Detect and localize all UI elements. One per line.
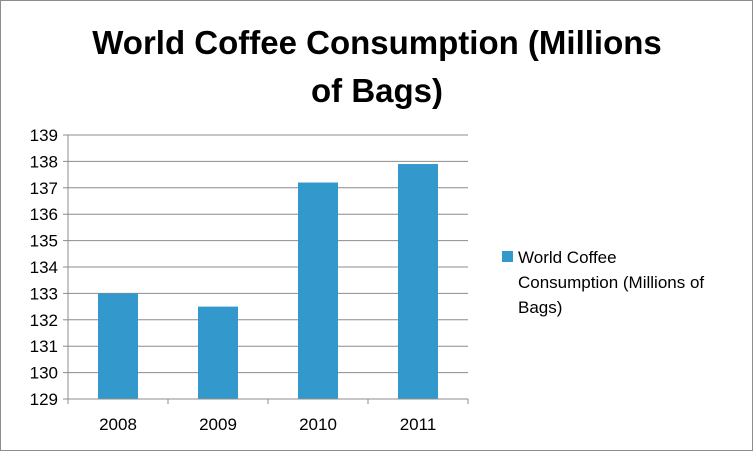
legend-swatch	[502, 251, 513, 262]
y-tick-label: 138	[30, 152, 58, 171]
y-tick-label: 139	[30, 126, 58, 145]
y-tick-label: 133	[30, 284, 58, 303]
bar-2010	[298, 182, 338, 399]
legend-label-line-2: Consumption (Millions of	[518, 273, 704, 292]
y-tick-label: 131	[30, 337, 58, 356]
y-tick-label: 130	[30, 364, 58, 383]
legend-label-line-1: World Coffee	[518, 248, 617, 267]
y-tick-label: 129	[30, 390, 58, 409]
y-tick-label: 134	[30, 258, 58, 277]
chart-title-line-1: World Coffee Consumption (Millions	[92, 24, 662, 61]
y-axis-ticks: 129 130 131 132 133 134 135 136 137 138 139	[30, 126, 68, 409]
y-tick-label: 136	[30, 205, 58, 224]
x-tick-label: 2011	[400, 415, 437, 434]
y-tick-label: 135	[30, 232, 58, 251]
y-tick-label: 132	[30, 311, 58, 330]
bar-2008	[98, 293, 138, 399]
y-tick-label: 137	[30, 179, 58, 198]
x-tick-label: 2008	[99, 415, 137, 434]
x-tick-label: 2009	[199, 415, 237, 434]
legend: World Coffee Consumption (Millions of Ba…	[502, 248, 704, 317]
x-tick-label: 2010	[299, 415, 337, 434]
chart-title-line-2: of Bags)	[311, 72, 443, 109]
bar-2009	[198, 306, 238, 399]
bars	[98, 164, 438, 399]
x-axis-ticks: 2008 2009 2010 2011	[67, 399, 469, 434]
legend-label-line-3: Bags)	[518, 298, 562, 317]
bar-2011	[398, 164, 438, 399]
